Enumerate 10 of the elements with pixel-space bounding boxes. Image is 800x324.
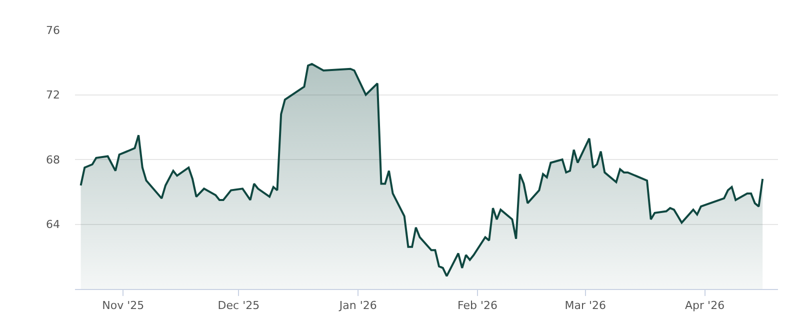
x-tick-label: Jan '26 — [338, 299, 377, 312]
x-tick-label: Mar '26 — [564, 299, 606, 312]
x-tick-label: Nov '25 — [102, 299, 144, 312]
x-tick-label: Apr '26 — [685, 299, 725, 312]
y-tick-label: 64 — [46, 218, 60, 232]
y-tick-label: 76 — [46, 24, 60, 37]
y-tick-label: 72 — [46, 88, 60, 102]
x-tick-label: Dec '25 — [218, 299, 260, 312]
x-tick-label: Feb '26 — [458, 299, 498, 312]
y-tick-label: 68 — [46, 153, 60, 166]
